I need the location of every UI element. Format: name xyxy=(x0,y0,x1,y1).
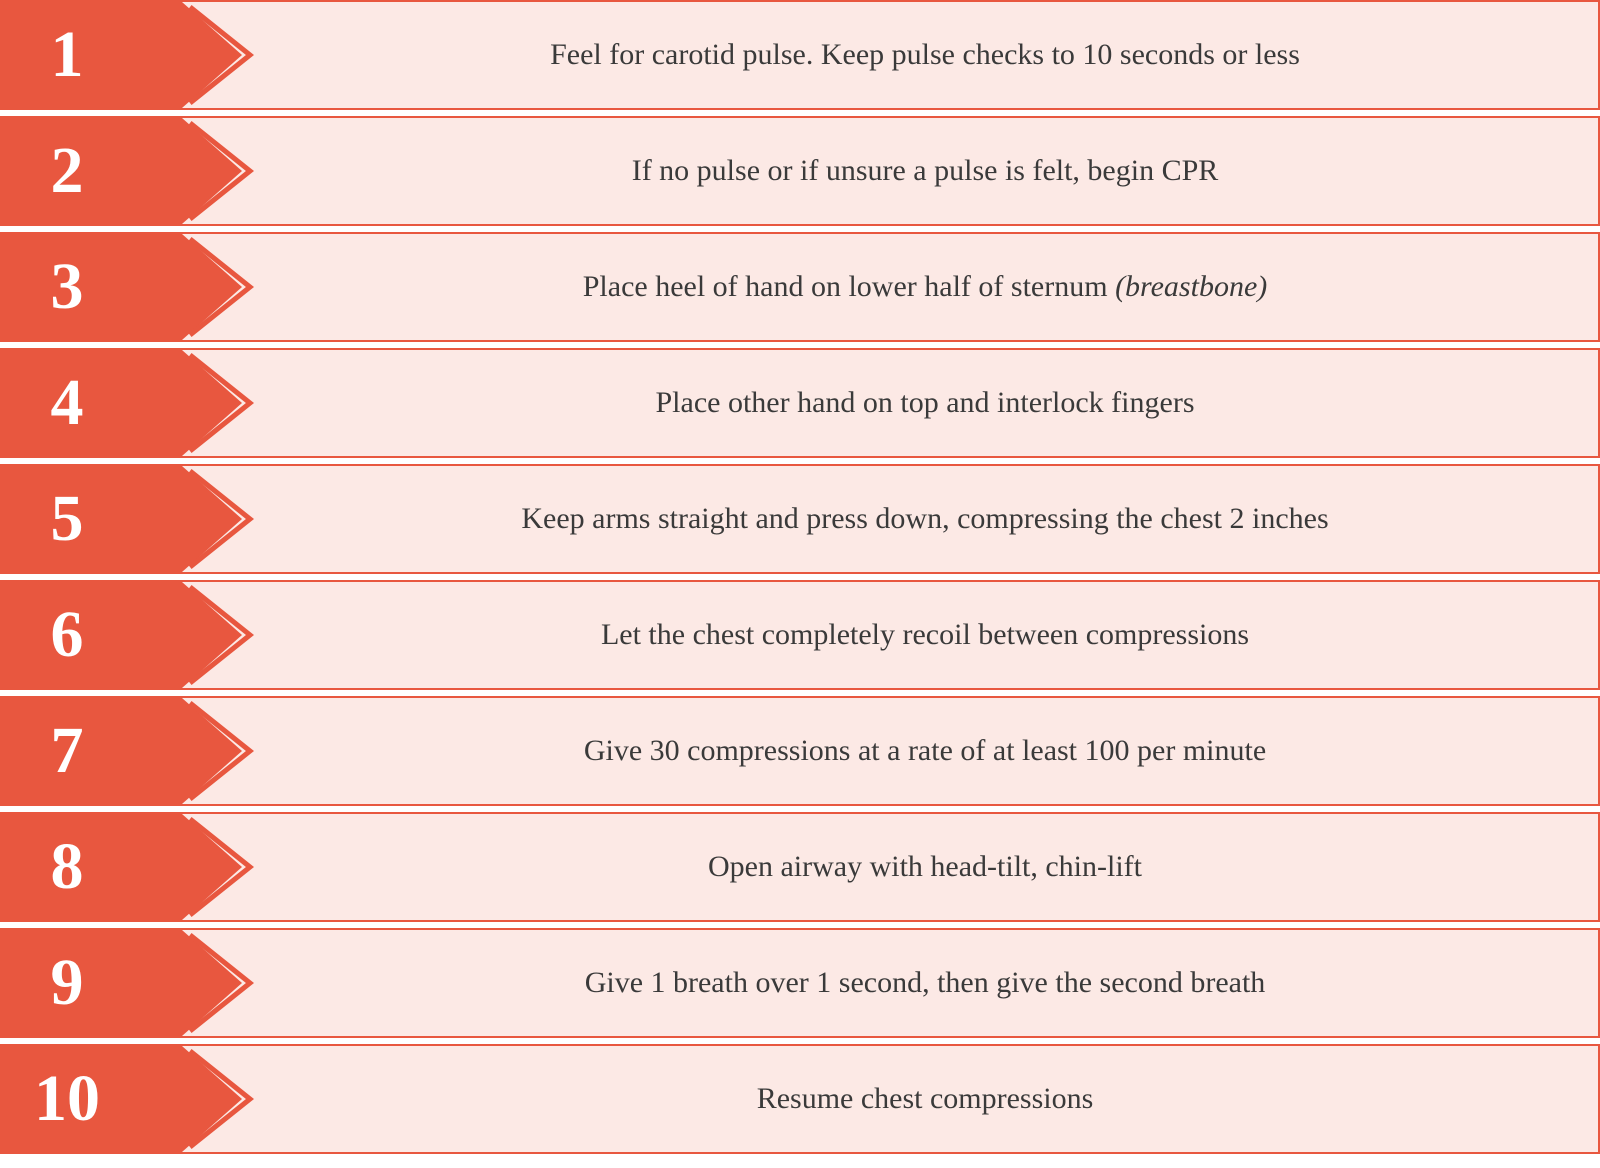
step-list: 1 Feel for carotid pulse. Keep pulse chec… xyxy=(0,0,1600,1154)
step-text-main: Feel for carotid pulse. Keep pulse check… xyxy=(550,38,1300,72)
step-number: 5 xyxy=(2,486,132,552)
step-number: 3 xyxy=(2,254,132,320)
step-text: Feel for carotid pulse. Keep pulse check… xyxy=(292,2,1598,108)
step-arrow-badge: 5 xyxy=(2,466,292,572)
step-arrow-badge: 6 xyxy=(2,582,292,688)
step-text: Resume chest compressions xyxy=(292,1046,1598,1152)
step-text: Open airway with head-tilt, chin-lift xyxy=(292,814,1598,920)
step-arrow-badge: 3 xyxy=(2,234,292,340)
step-number: 9 xyxy=(2,950,132,1016)
step-text-italic: (breastbone) xyxy=(1115,270,1267,304)
step-row: 9 Give 1 breath over 1 second, then give … xyxy=(0,928,1600,1038)
step-text-main: Keep arms straight and press down, compr… xyxy=(521,502,1328,536)
step-arrow-badge: 9 xyxy=(2,930,292,1036)
step-row: 6 Let the chest completely recoil between… xyxy=(0,580,1600,690)
step-text-main: Give 1 breath over 1 second, then give t… xyxy=(585,966,1266,1000)
step-row: 8 Open airway with head-tilt, chin-lift xyxy=(0,812,1600,922)
step-text: Let the chest completely recoil between … xyxy=(292,582,1598,688)
step-text-main: If no pulse or if unsure a pulse is felt… xyxy=(632,154,1219,188)
step-text: Place other hand on top and interlock fi… xyxy=(292,350,1598,456)
step-arrow-badge: 1 xyxy=(2,2,292,108)
step-text-main: Place heel of hand on lower half of ster… xyxy=(583,270,1108,304)
step-number: 10 xyxy=(2,1066,132,1132)
step-text-main: Resume chest compressions xyxy=(757,1082,1094,1116)
step-text: Place heel of hand on lower half of ster… xyxy=(292,234,1598,340)
step-row: 3 Place heel of hand on lower half of ste… xyxy=(0,232,1600,342)
step-number: 4 xyxy=(2,370,132,436)
step-arrow-badge: 4 xyxy=(2,350,292,456)
step-number: 2 xyxy=(2,138,132,204)
step-number: 8 xyxy=(2,834,132,900)
step-number: 7 xyxy=(2,718,132,784)
step-row: 1 Feel for carotid pulse. Keep pulse chec… xyxy=(0,0,1600,110)
step-arrow-badge: 7 xyxy=(2,698,292,804)
step-number: 1 xyxy=(2,22,132,88)
step-row: 2 If no pulse or if unsure a pulse is fel… xyxy=(0,116,1600,226)
step-arrow-badge: 10 xyxy=(2,1046,292,1152)
step-text-main: Place other hand on top and interlock fi… xyxy=(655,386,1194,420)
step-text: Keep arms straight and press down, compr… xyxy=(292,466,1598,572)
step-text-main: Open airway with head-tilt, chin-lift xyxy=(708,850,1142,884)
step-arrow-badge: 8 xyxy=(2,814,292,920)
step-text-main: Give 30 compressions at a rate of at lea… xyxy=(584,734,1266,768)
step-text: Give 1 breath over 1 second, then give t… xyxy=(292,930,1598,1036)
step-row: 10 Resume chest compressions xyxy=(0,1044,1600,1154)
step-number: 6 xyxy=(2,602,132,668)
step-row: 4 Place other hand on top and interlock f… xyxy=(0,348,1600,458)
step-row: 5 Keep arms straight and press down, comp… xyxy=(0,464,1600,574)
step-text-main: Let the chest completely recoil between … xyxy=(601,618,1249,652)
step-text: Give 30 compressions at a rate of at lea… xyxy=(292,698,1598,804)
step-text: If no pulse or if unsure a pulse is felt… xyxy=(292,118,1598,224)
step-row: 7 Give 30 compressions at a rate of at le… xyxy=(0,696,1600,806)
step-arrow-badge: 2 xyxy=(2,118,292,224)
